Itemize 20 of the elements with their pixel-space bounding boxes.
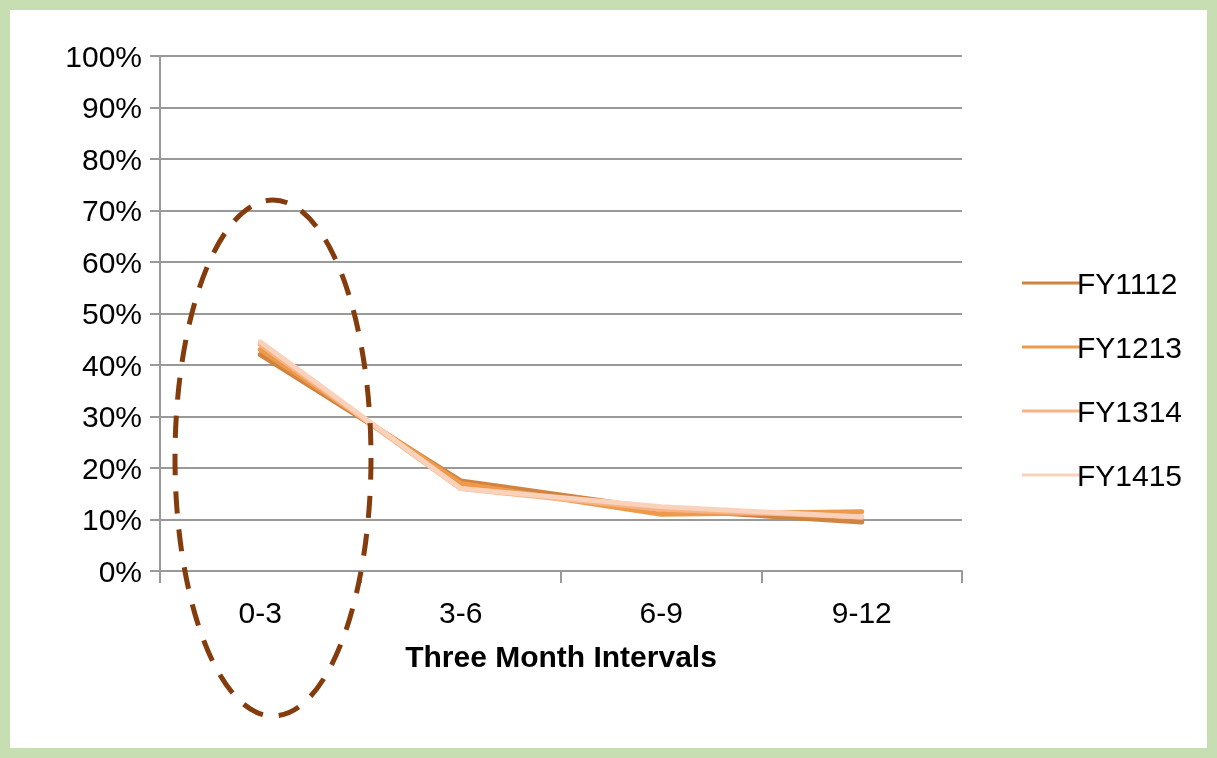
y-tick-label: 90% bbox=[81, 91, 142, 124]
x-tick-label: 9-12 bbox=[831, 595, 892, 629]
y-tick-label: 100% bbox=[65, 39, 142, 73]
x-axis-title: Three Month Intervals bbox=[405, 639, 717, 673]
y-tick-label: 0% bbox=[98, 554, 142, 588]
legend-label: FY1112 bbox=[1076, 266, 1178, 300]
x-tick-label: 6-9 bbox=[639, 595, 683, 629]
x-tick-label: 0-3 bbox=[238, 595, 282, 629]
y-tick-label: 70% bbox=[81, 194, 142, 227]
legend-label: FY1314 bbox=[1076, 394, 1182, 428]
y-tick-label: 60% bbox=[81, 245, 142, 279]
y-tick-label: 80% bbox=[81, 142, 142, 176]
legend-label: FY1213 bbox=[1076, 330, 1182, 364]
legend-label: FY1415 bbox=[1076, 458, 1182, 492]
y-tick-label: 50% bbox=[81, 297, 142, 330]
y-tick-label: 30% bbox=[81, 400, 142, 433]
y-tick-label: 20% bbox=[81, 451, 142, 485]
x-tick-label: 3-6 bbox=[439, 595, 483, 629]
y-tick-label: 40% bbox=[81, 348, 142, 382]
y-tick-label: 10% bbox=[81, 503, 142, 536]
